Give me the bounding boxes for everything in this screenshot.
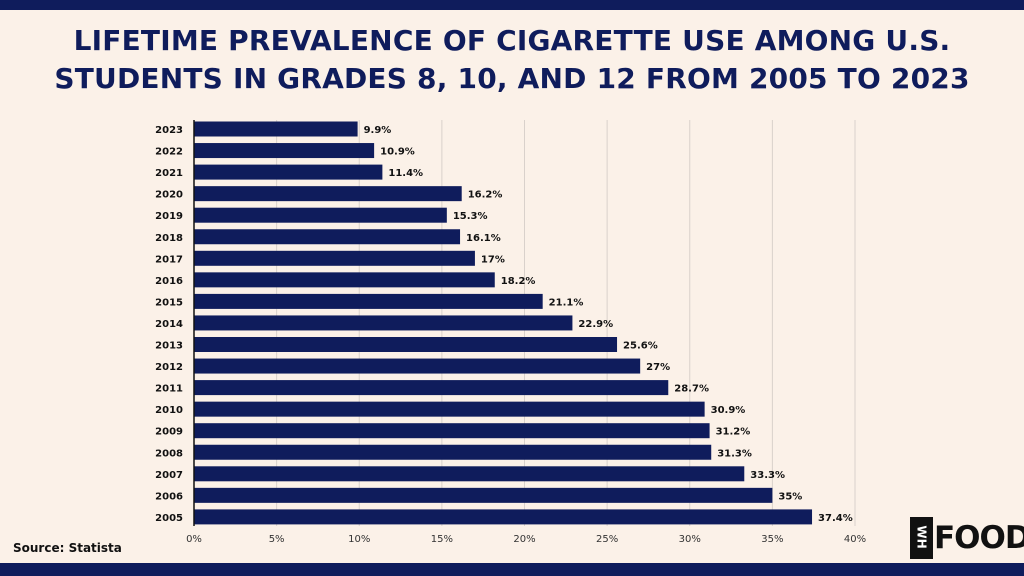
- value-label: 18.2%: [501, 276, 536, 287]
- bar: [194, 272, 495, 288]
- title-line-1: LIFETIME PREVALENCE OF CIGARETTE USE AMO…: [73, 24, 951, 57]
- value-label: 35%: [778, 491, 802, 502]
- x-tick-label: 5%: [269, 534, 285, 545]
- value-label: 27%: [646, 362, 670, 373]
- bar: [194, 229, 461, 245]
- x-tick-label: 40%: [844, 534, 866, 545]
- bar: [194, 186, 462, 202]
- x-tick-label: 0%: [186, 534, 202, 545]
- bar: [194, 358, 641, 374]
- chart-title: LIFETIME PREVALENCE OF CIGARETTE USE AMO…: [0, 22, 1024, 98]
- value-label: 11.4%: [388, 168, 423, 179]
- category-label: 2010: [155, 405, 183, 416]
- value-label: 16.2%: [468, 190, 503, 201]
- value-label: 33.3%: [750, 470, 785, 481]
- category-label: 2013: [155, 341, 183, 352]
- x-tick-label: 30%: [679, 534, 701, 545]
- bar: [194, 444, 712, 460]
- logo-box: WH: [910, 517, 933, 559]
- x-tick-label: 10%: [348, 534, 370, 545]
- logo-text: FOODS: [934, 520, 1024, 556]
- category-label: 2023: [155, 125, 183, 136]
- category-label: 2022: [155, 147, 183, 158]
- bar: [194, 143, 375, 159]
- category-label: 2012: [155, 362, 183, 373]
- brand-logo: WH FOODS: [910, 517, 1024, 559]
- category-label: 2017: [155, 254, 183, 265]
- source-note: Source: Statista: [13, 541, 122, 555]
- value-label: 31.2%: [716, 427, 751, 438]
- bar: [194, 207, 447, 223]
- bottom-band: [0, 563, 1024, 576]
- bar: [194, 401, 705, 417]
- x-tick-label: 15%: [431, 534, 453, 545]
- category-label: 2020: [155, 190, 183, 201]
- bar: [194, 121, 358, 137]
- bar: [194, 315, 573, 331]
- value-label: 17%: [481, 254, 505, 265]
- category-label: 2015: [155, 297, 183, 308]
- bar: [194, 509, 813, 525]
- value-label: 25.6%: [623, 341, 658, 352]
- category-label: 2018: [155, 233, 183, 244]
- bar: [194, 487, 773, 503]
- value-label: 28.7%: [674, 384, 709, 395]
- bar: [194, 337, 618, 352]
- title-line-2: STUDENTS IN GRADES 8, 10, AND 12 FROM 20…: [54, 62, 970, 95]
- category-label: 2011: [155, 384, 183, 395]
- category-label: 2014: [155, 319, 183, 330]
- bar: [194, 293, 543, 309]
- value-label: 15.3%: [453, 211, 488, 222]
- bar: [194, 380, 669, 396]
- value-label: 30.9%: [711, 405, 746, 416]
- value-label: 31.3%: [717, 448, 752, 459]
- x-tick-label: 35%: [761, 534, 783, 545]
- bar: [194, 164, 383, 180]
- value-label: 22.9%: [578, 319, 613, 330]
- value-label: 21.1%: [549, 297, 584, 308]
- category-label: 2016: [155, 276, 183, 287]
- x-tick-label: 25%: [596, 534, 618, 545]
- bar: [194, 423, 710, 439]
- value-label: 10.9%: [380, 147, 415, 158]
- value-label: 9.9%: [364, 125, 392, 136]
- category-label: 2007: [155, 470, 183, 481]
- category-label: 2008: [155, 448, 183, 459]
- top-band: [0, 0, 1024, 10]
- category-label: 2021: [155, 168, 183, 179]
- logo-box-text: WH: [914, 525, 929, 549]
- category-label: 2006: [155, 491, 183, 502]
- category-label: 2005: [155, 513, 183, 524]
- x-tick-label: 20%: [513, 534, 535, 545]
- category-label: 2019: [155, 211, 183, 222]
- category-label: 2009: [155, 427, 183, 438]
- value-label: 16.1%: [466, 233, 501, 244]
- bar: [194, 466, 745, 482]
- value-label: 37.4%: [818, 513, 853, 524]
- bar: [194, 250, 475, 266]
